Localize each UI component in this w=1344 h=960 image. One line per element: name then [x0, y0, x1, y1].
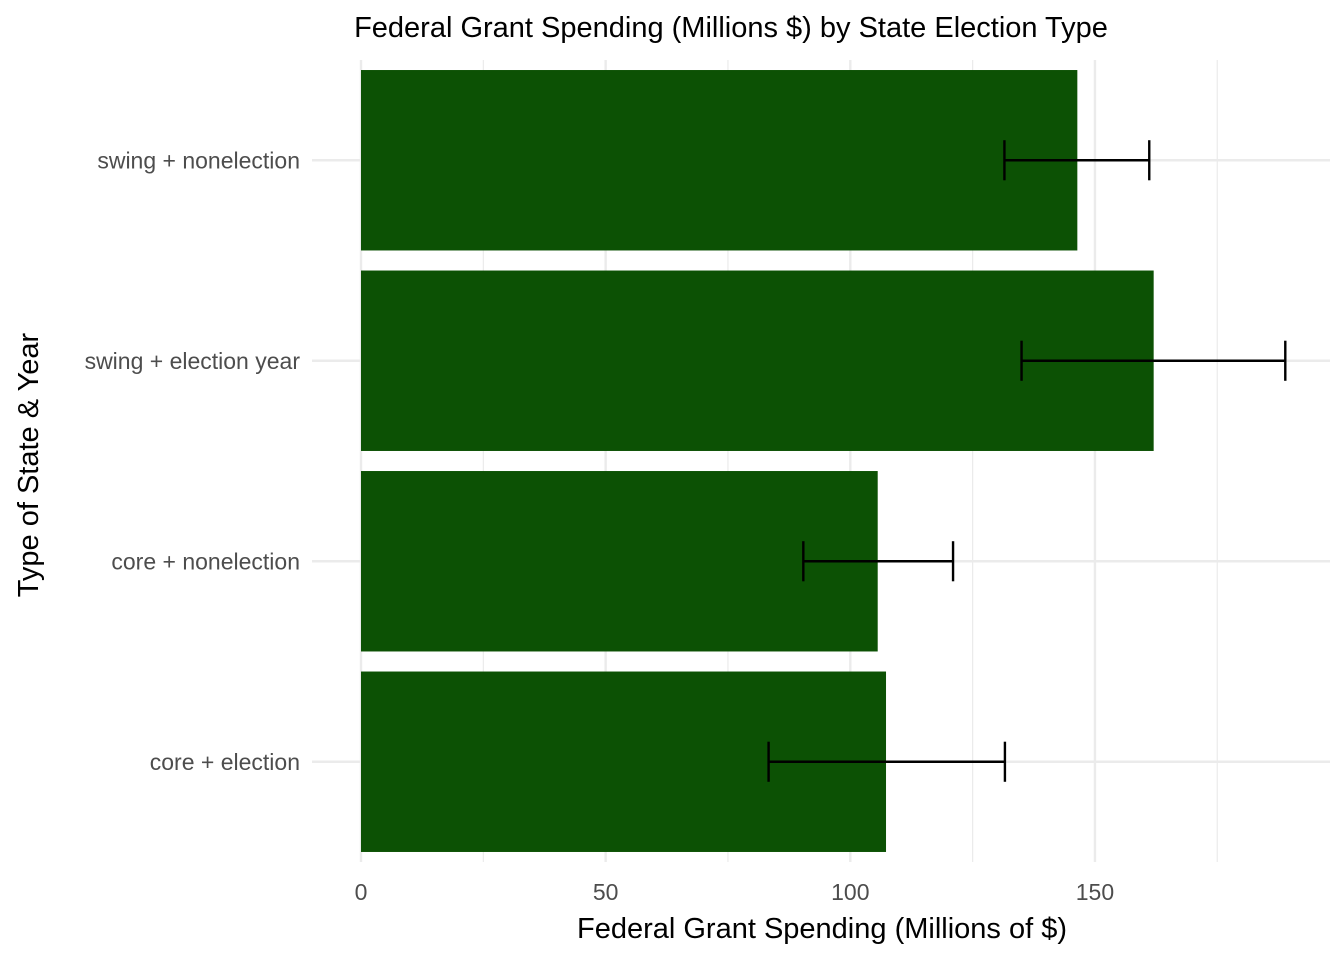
- bar: [361, 70, 1078, 251]
- error-bar: [802, 541, 955, 582]
- bar: [361, 471, 878, 652]
- y-tick-label: core + nonelection: [111, 548, 300, 574]
- x-axis-title: Federal Grant Spending (Millions of $): [577, 913, 1067, 945]
- error-bar: [1020, 340, 1287, 381]
- x-tick-label: 0: [355, 879, 368, 905]
- y-tick-label: swing + nonelection: [97, 147, 300, 173]
- bars: [361, 70, 1154, 852]
- y-tick-label: swing + election year: [85, 348, 301, 374]
- error-bar: [767, 741, 1007, 782]
- error-bars: [767, 140, 1287, 782]
- chart-title: Federal Grant Spending (Millions $) by S…: [354, 12, 1108, 44]
- x-tick-label: 50: [593, 879, 619, 905]
- x-tick-labels: 0 50 100 150: [355, 879, 1115, 905]
- error-bar: [1003, 140, 1151, 181]
- y-tick-labels: core + election core + nonelection swing +…: [85, 147, 301, 775]
- x-tick-label: 150: [1076, 879, 1114, 905]
- y-axis-title: Type of State & Year: [13, 332, 45, 597]
- x-tick-label: 100: [831, 879, 869, 905]
- y-tick-label: core + election: [150, 749, 300, 775]
